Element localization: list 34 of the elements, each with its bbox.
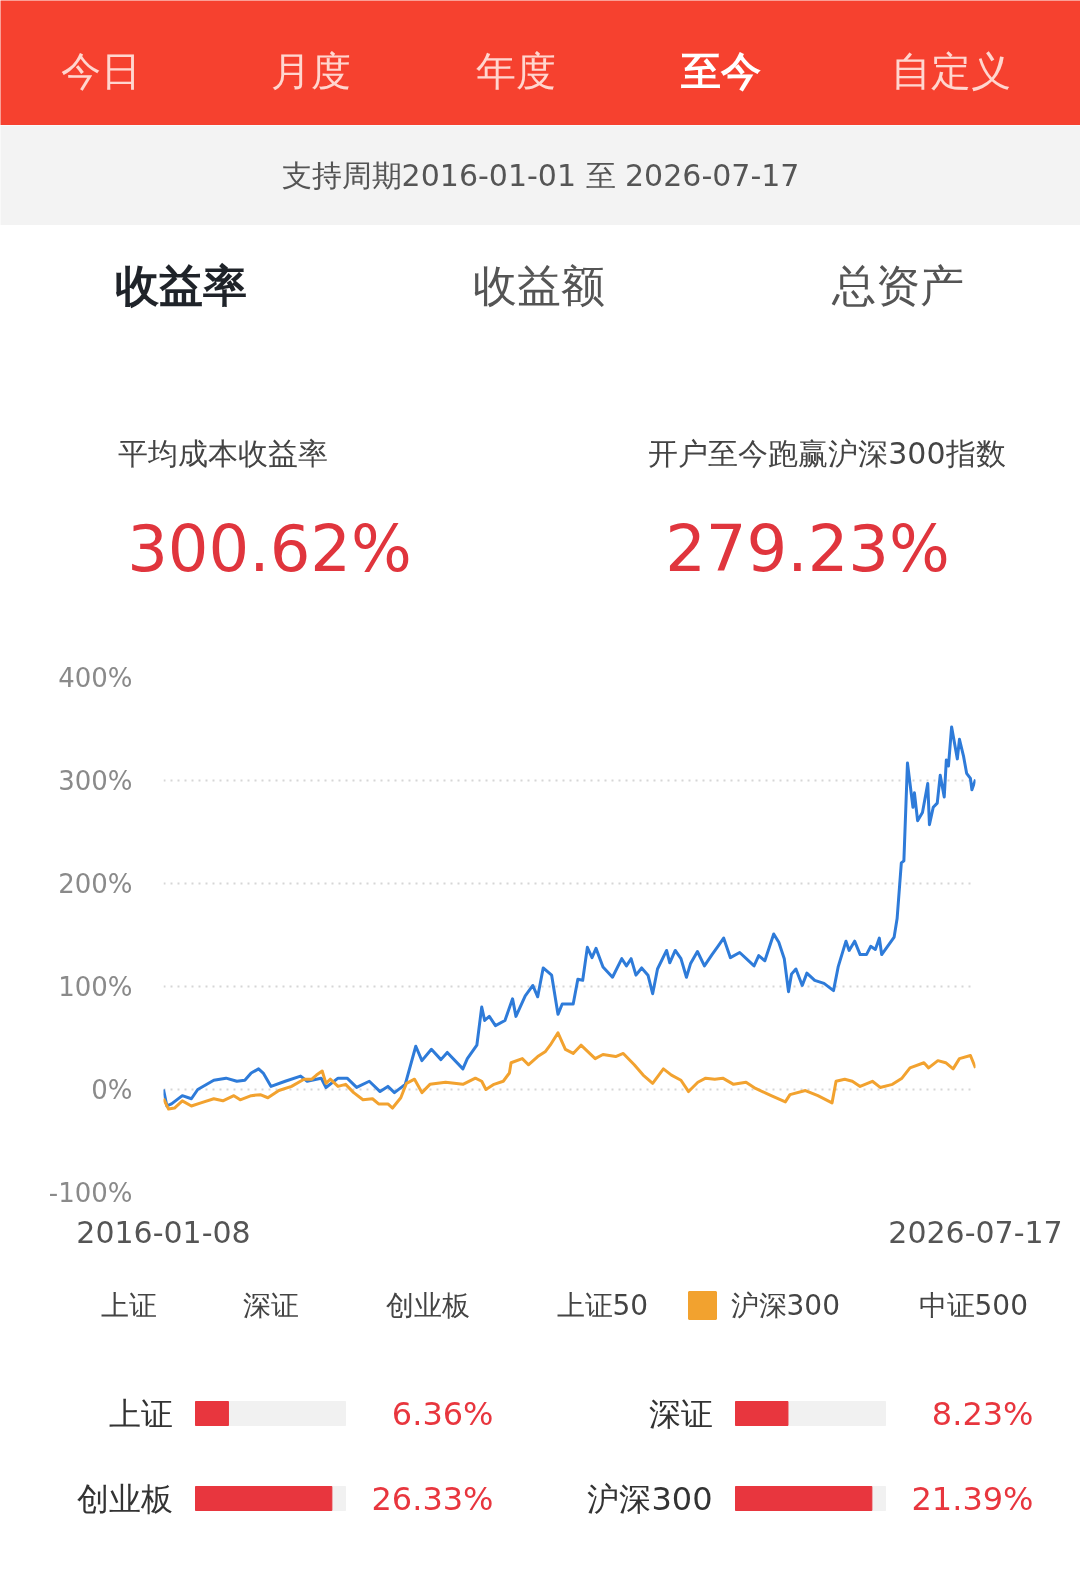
x-tick-label: 2016-01-08 xyxy=(76,1214,251,1250)
line-series xyxy=(163,725,976,1108)
y-tick-label: 100% xyxy=(58,971,133,1002)
text: 中证500 xyxy=(918,1289,1028,1322)
y-tick-label: 300% xyxy=(58,765,133,796)
text: 今日 xyxy=(60,47,141,94)
text: 收益额 xyxy=(472,260,605,311)
y-tick-label: 200% xyxy=(58,868,133,899)
text: 月度 xyxy=(270,47,351,94)
legend-label: 沪深300 xyxy=(730,1289,840,1322)
text: 收益率 xyxy=(114,260,247,311)
text: 上证50 xyxy=(556,1289,649,1322)
y-tick-label: 0% xyxy=(91,1074,133,1105)
x-tick-label: 2026-07-17 xyxy=(888,1214,1063,1250)
text: 深证 xyxy=(242,1289,299,1322)
text: 总资产 xyxy=(830,260,964,311)
y-tick-label: -100% xyxy=(48,1177,133,1208)
data-label: 8.23% xyxy=(931,1394,1034,1433)
text: 开户至今跑赢沪深300指数 xyxy=(648,436,1006,471)
text: 年度 xyxy=(475,47,556,94)
y-tick-label: 上证 xyxy=(108,1394,173,1433)
text: 300.62% xyxy=(127,511,412,586)
text: 至今 xyxy=(679,47,761,94)
data-label: 26.33% xyxy=(371,1479,494,1518)
text: 平均成本收益率 xyxy=(117,436,328,471)
line-series xyxy=(163,1031,976,1111)
text: 自定义 xyxy=(890,47,1011,94)
text: 创业板 xyxy=(385,1289,470,1322)
text: 支持周期2016-01-01 至 2026-07-17 xyxy=(281,158,800,193)
data-label: 21.39% xyxy=(911,1479,1034,1518)
text: 279.23% xyxy=(665,511,950,586)
y-tick-label: 400% xyxy=(58,662,133,693)
y-tick-label: 创业板 xyxy=(76,1479,173,1518)
data-label: 6.36% xyxy=(391,1394,494,1433)
